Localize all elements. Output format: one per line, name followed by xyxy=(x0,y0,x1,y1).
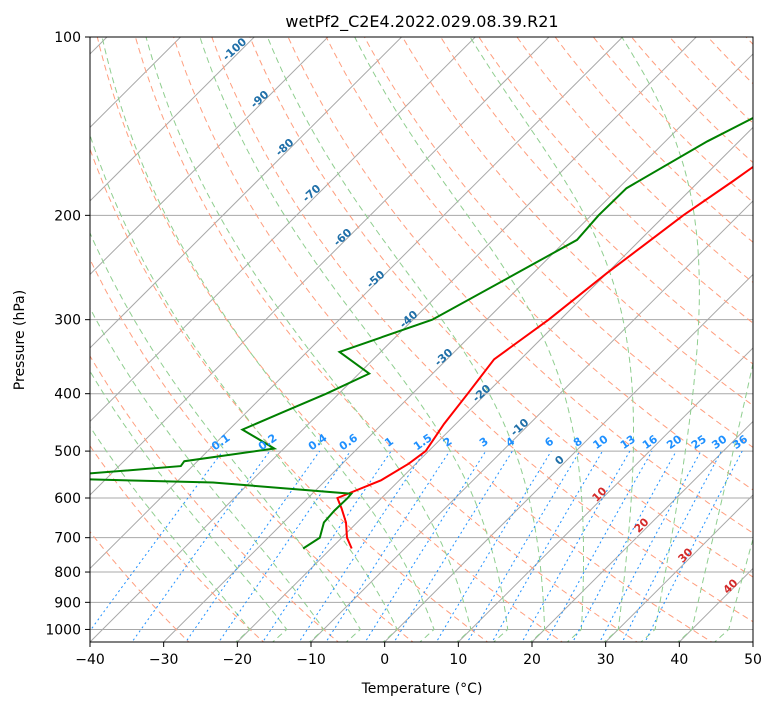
y-tick-label: 400 xyxy=(54,387,81,403)
moist-adiabat-line xyxy=(101,37,435,642)
mixing-ratio-line xyxy=(521,450,631,642)
isotherm-line xyxy=(383,273,753,642)
dry-adiabat-line xyxy=(134,37,638,642)
isotherm-line xyxy=(90,37,329,276)
x-tick-label: −30 xyxy=(149,652,179,668)
y-tick-label: 700 xyxy=(54,531,81,547)
y-axis-label: Pressure (hPa) xyxy=(12,290,28,390)
x-tick-label: 20 xyxy=(523,652,541,668)
mixing-ratio-line xyxy=(572,450,677,642)
dry-adiabat-line xyxy=(90,355,340,642)
x-tick-label: −20 xyxy=(223,652,253,668)
dry-adiabat-line xyxy=(325,37,753,491)
tick-layer: −40 −30 −20 −10 0 10 20 30 40 50 100 200 300 400 500 60… xyxy=(45,30,762,668)
y-tick-label: 300 xyxy=(54,313,81,329)
moist-adiabat-line xyxy=(677,361,753,642)
dry-adiabat-line xyxy=(516,37,753,284)
moist-adiabat-line xyxy=(90,231,362,642)
y-tick-label: 800 xyxy=(54,565,81,581)
isotherm-line xyxy=(90,37,697,642)
mixing-ratio-line xyxy=(599,450,702,642)
mixing-ratio-line xyxy=(393,450,513,642)
isotherm-line xyxy=(162,53,753,642)
plot-frame xyxy=(89,36,754,643)
isotherm-line xyxy=(90,37,624,570)
mixing-ratio-line xyxy=(491,450,603,642)
moist-adiabat-line xyxy=(90,307,325,642)
isotherm-line xyxy=(90,37,255,202)
mixing-ratio-line xyxy=(435,450,552,642)
moist-adiabat-line xyxy=(621,37,700,642)
y-tick-label: 600 xyxy=(54,491,81,507)
dry-adiabat-line xyxy=(90,147,489,642)
moist-adiabat-line xyxy=(90,425,251,642)
dewpoint-profile xyxy=(90,116,753,550)
dry-adiabat-line xyxy=(90,258,414,642)
mixing-ratio-line xyxy=(131,450,271,642)
x-tick-label: 40 xyxy=(670,652,688,668)
mixing-ratio-line xyxy=(185,450,321,642)
isotherm-line xyxy=(310,200,753,642)
y-tick-label: 500 xyxy=(54,444,81,460)
moist-adiabat-line xyxy=(90,370,288,642)
isotherm-line xyxy=(236,126,753,642)
moist-adiabat-line xyxy=(90,133,398,642)
dry-adiabat-line xyxy=(96,37,564,642)
mixing-ratio-line xyxy=(644,450,743,642)
isotherm-line xyxy=(457,347,753,642)
dry-adiabat-line xyxy=(287,37,753,534)
mixing-ratio-line xyxy=(218,450,351,642)
moist-adiabat-line xyxy=(469,37,634,642)
isotherm-line xyxy=(90,37,476,423)
x-tick-label: −40 xyxy=(75,652,105,668)
x-tick-label: 0 xyxy=(380,652,389,668)
x-tick-label: 30 xyxy=(597,652,615,668)
y-tick-label: 900 xyxy=(54,595,81,611)
moist-adiabat-line xyxy=(713,537,753,642)
moist-adiabat-line xyxy=(266,37,546,642)
x-axis-label: Temperature (°C) xyxy=(361,681,483,697)
x-tick-label: −10 xyxy=(296,652,326,668)
series-layer xyxy=(90,116,753,550)
y-tick-label: 1000 xyxy=(45,622,81,638)
isotherm-line xyxy=(531,420,753,642)
isotherm-line xyxy=(90,37,550,496)
mixing-ratio-line xyxy=(545,450,653,642)
temperature-profile xyxy=(336,165,753,549)
mixing-ratio-line xyxy=(364,450,487,642)
dry-adiabat-line xyxy=(249,37,753,578)
mixing-ratio-line xyxy=(621,450,722,642)
chart-title: wetPf2_C2E4.2022.029.08.39.R21 xyxy=(285,12,558,32)
x-tick-label: 10 xyxy=(449,652,467,668)
grid-layer xyxy=(90,37,753,642)
isotherm-line xyxy=(604,494,753,642)
moist-adiabat-line xyxy=(199,37,509,642)
dry-adiabat-line xyxy=(211,37,753,623)
dry-adiabat-line xyxy=(90,445,265,642)
y-tick-label: 100 xyxy=(54,30,81,46)
x-tick-label: 50 xyxy=(744,652,762,668)
mixing-ratio-line xyxy=(90,450,224,632)
y-tick-label: 200 xyxy=(54,208,81,224)
mixing-ratio-line xyxy=(466,450,581,642)
moist-adiabat-line xyxy=(145,37,472,642)
